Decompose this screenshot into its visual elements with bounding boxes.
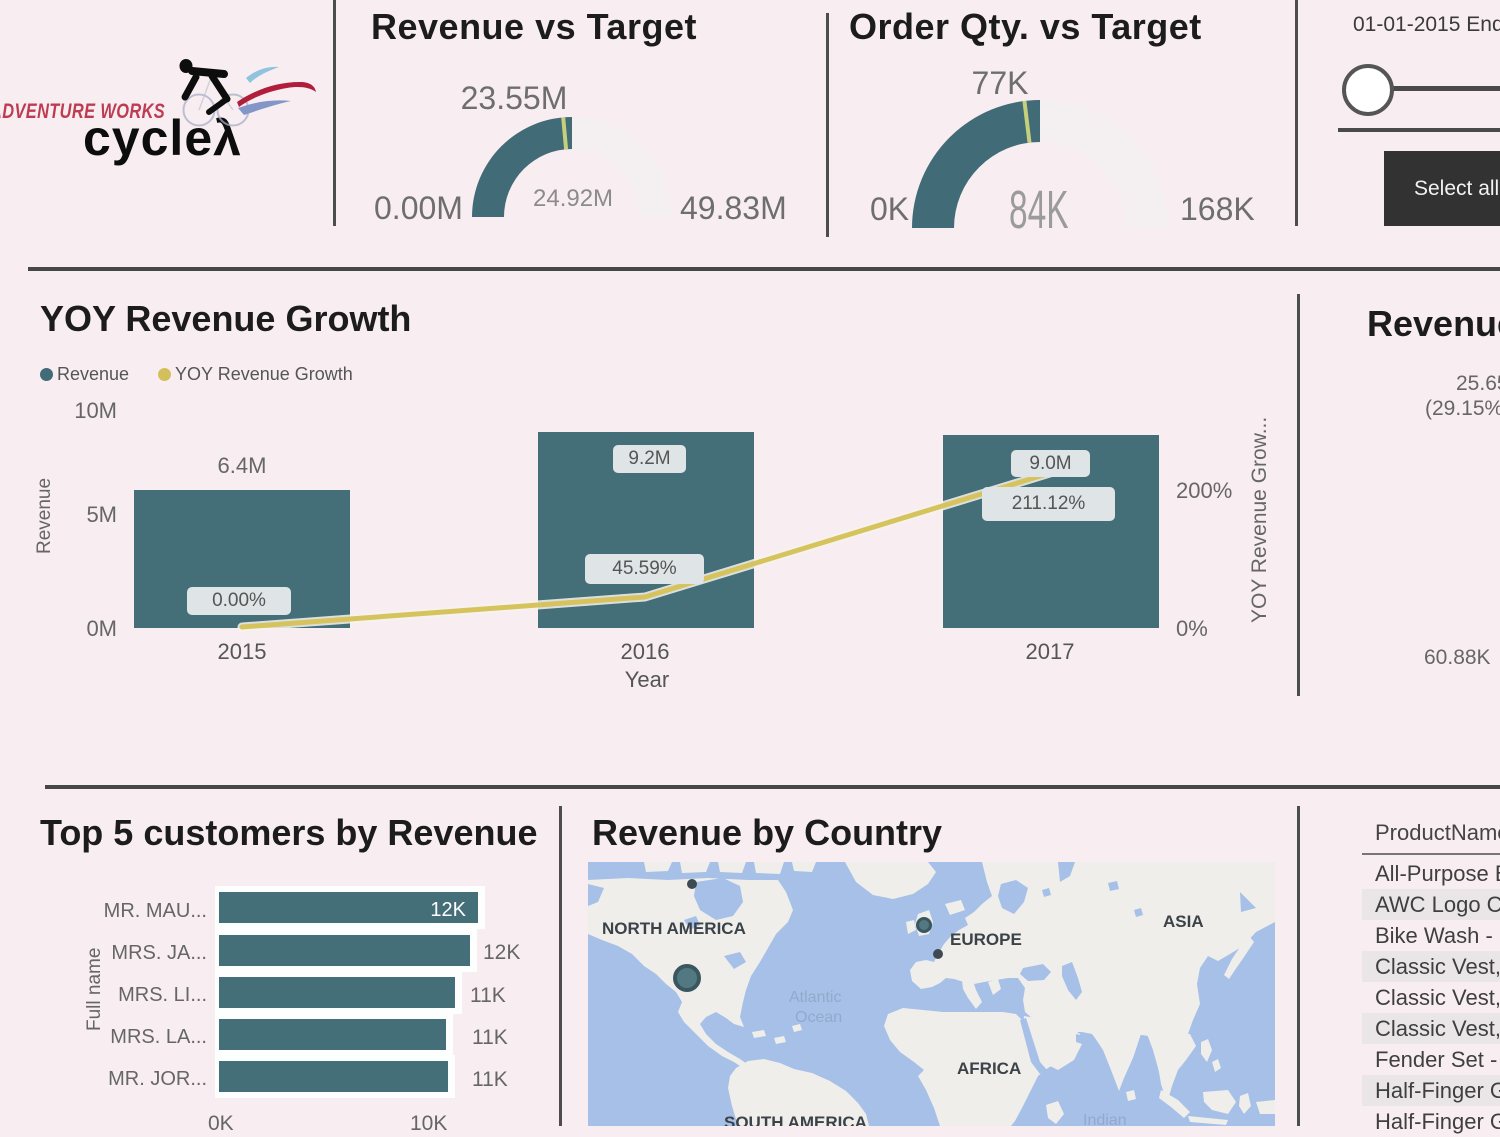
- svg-text:EUROPE: EUROPE: [950, 930, 1022, 949]
- svg-text:Ocean: Ocean: [795, 1009, 842, 1026]
- svg-text:NORTH AMERICA: NORTH AMERICA: [602, 919, 746, 938]
- svg-text:AFRICA: AFRICA: [957, 1059, 1021, 1078]
- svg-text:Indian: Indian: [1083, 1112, 1127, 1126]
- svg-text:SOUTH AMERICA: SOUTH AMERICA: [724, 1113, 867, 1126]
- svg-text:Atlantic: Atlantic: [789, 989, 841, 1006]
- svg-text:ASIA: ASIA: [1163, 912, 1204, 931]
